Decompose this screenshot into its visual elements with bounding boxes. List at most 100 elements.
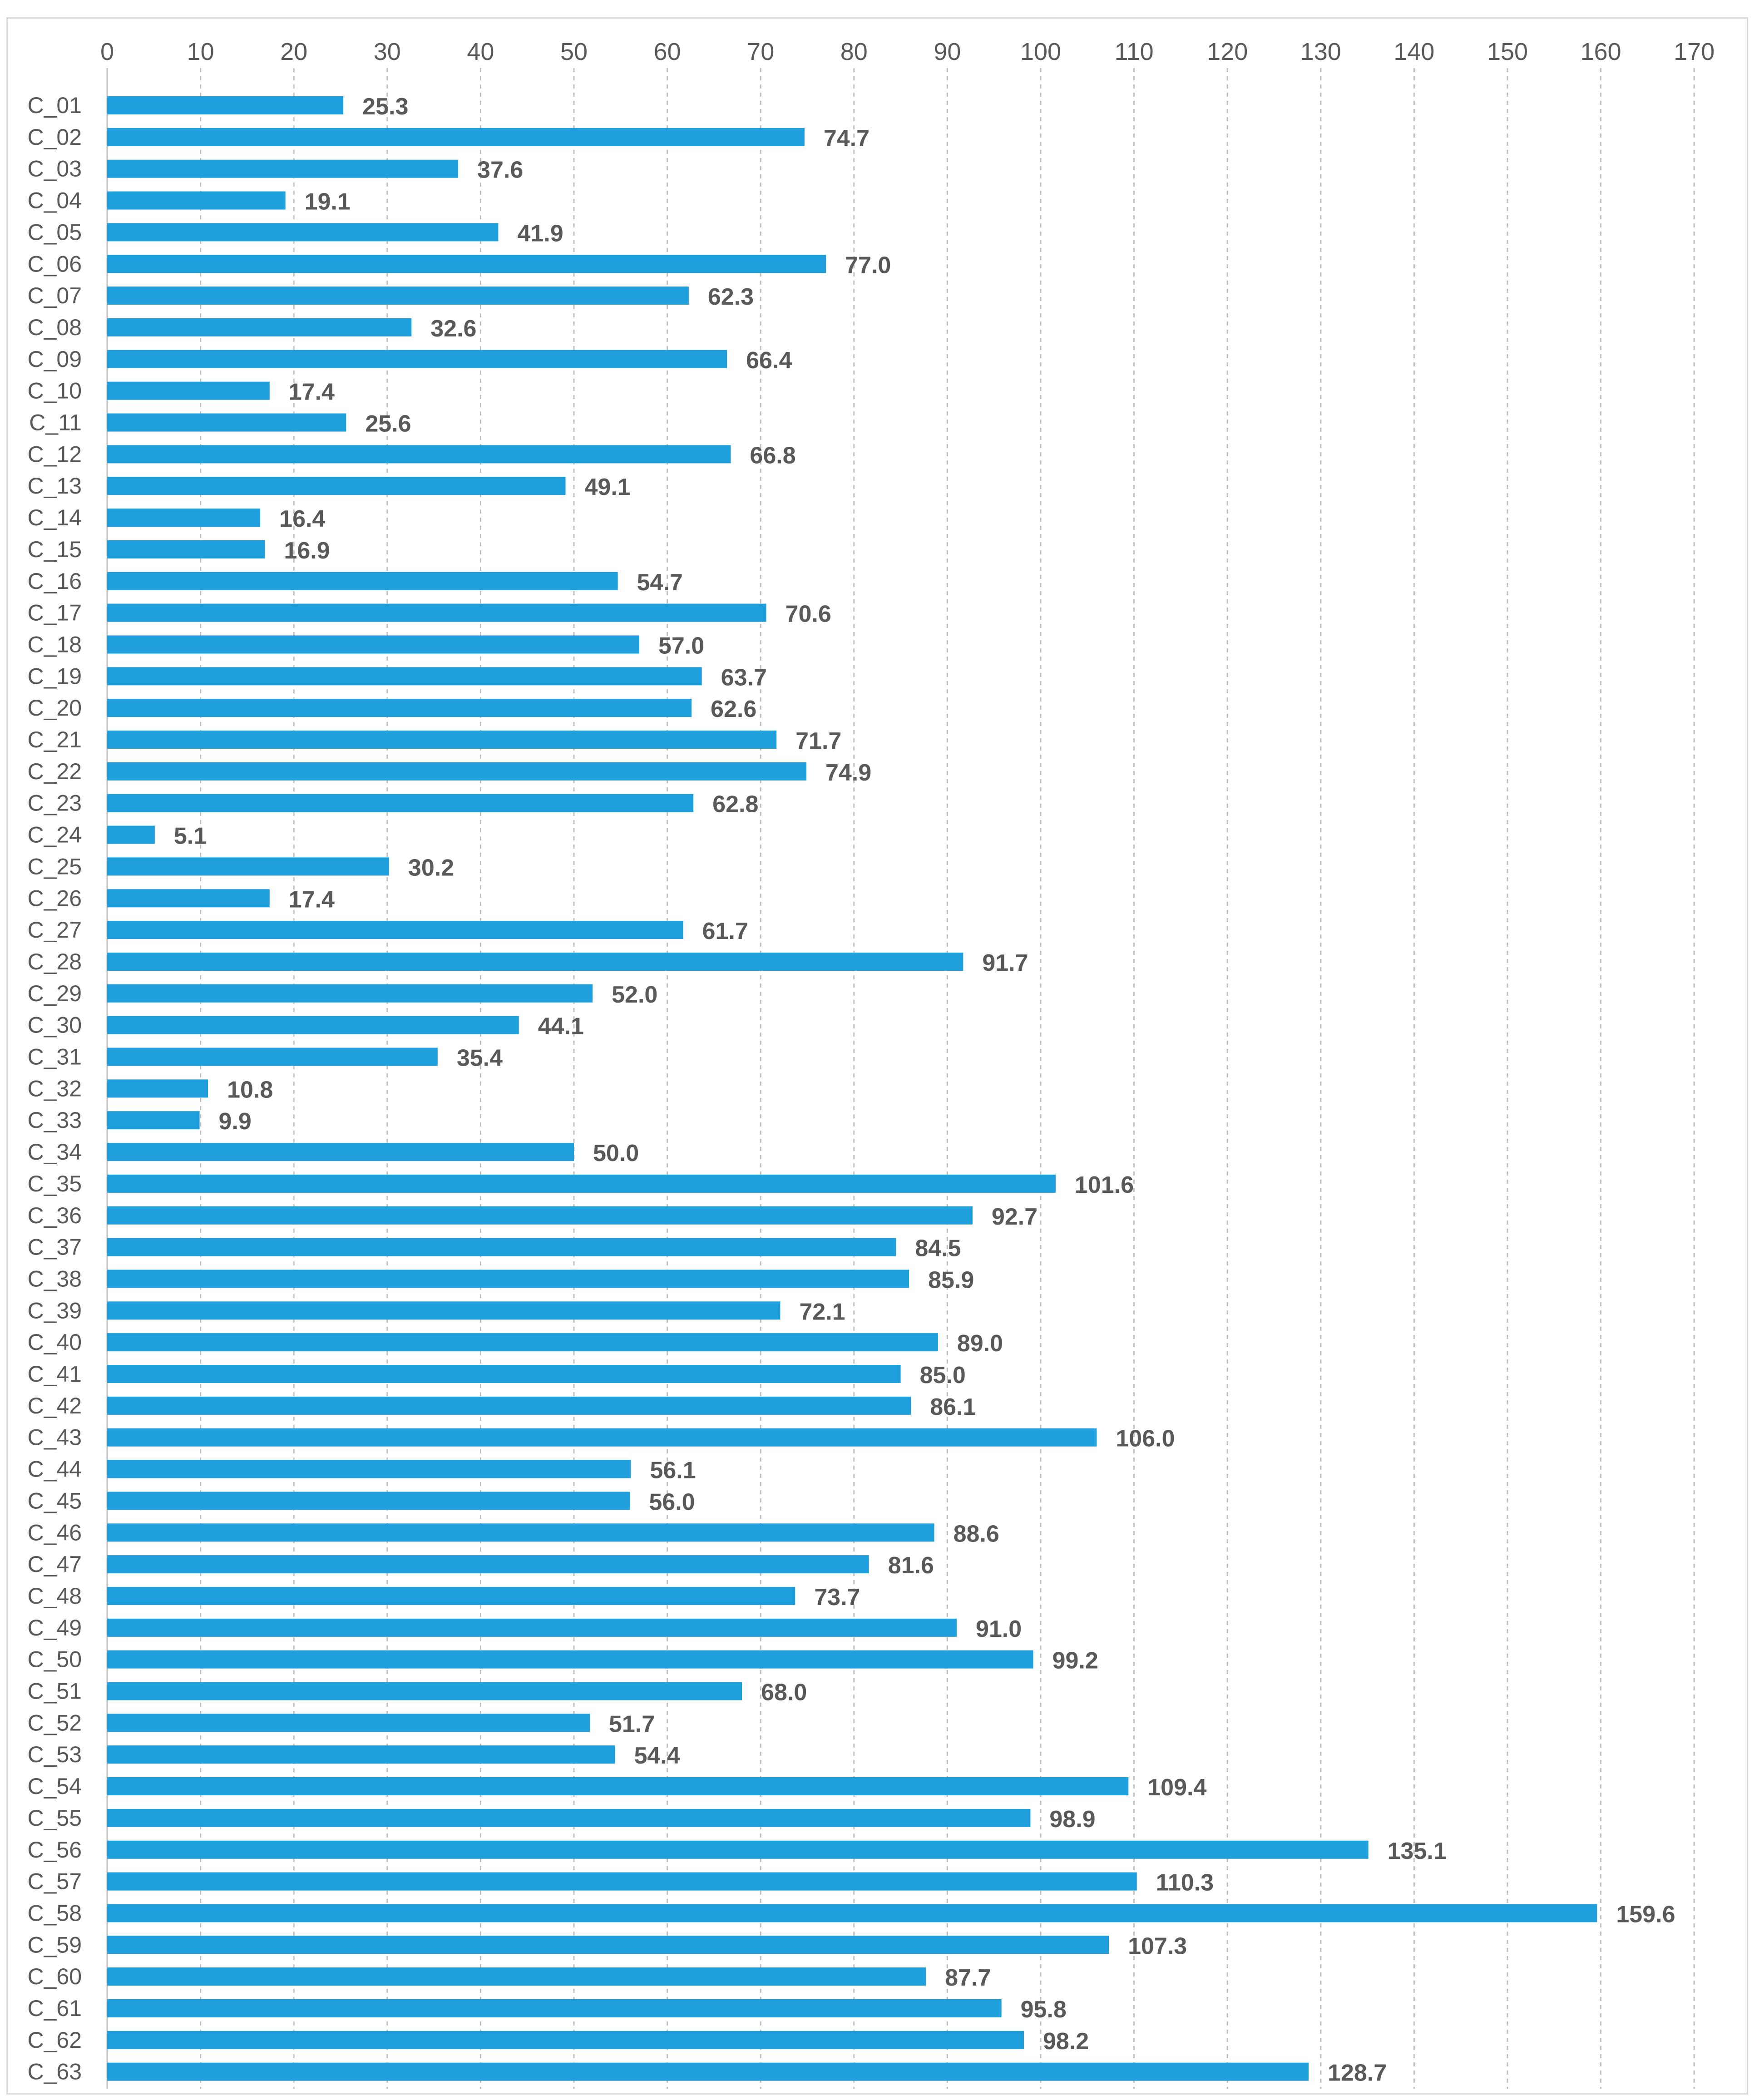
- x-tick-label: 30: [374, 38, 401, 65]
- category-label: C_22: [27, 759, 82, 784]
- x-tick-label: 150: [1487, 38, 1528, 65]
- data-label: 51.7: [609, 1711, 655, 1737]
- data-label: 73.7: [814, 1584, 860, 1611]
- x-tick-label: 160: [1581, 38, 1621, 65]
- bar: [107, 1492, 630, 1510]
- category-label: C_50: [27, 1647, 82, 1672]
- data-label: 66.4: [746, 347, 792, 374]
- x-tick-label: 90: [934, 38, 961, 65]
- category-label: C_01: [27, 93, 82, 118]
- category-label: C_43: [27, 1425, 82, 1450]
- data-label: 50.0: [593, 1140, 639, 1166]
- data-label: 63.7: [721, 664, 767, 691]
- category-label: C_53: [27, 1742, 82, 1767]
- data-label: 25.6: [365, 411, 411, 437]
- data-label: 110.3: [1156, 1870, 1214, 1896]
- bar: [107, 1745, 615, 1764]
- data-label: 91.7: [982, 950, 1028, 976]
- category-label: C_17: [27, 600, 82, 626]
- x-tick-label: 140: [1393, 38, 1434, 65]
- data-label: 54.4: [634, 1743, 680, 1769]
- category-label: C_62: [27, 2027, 82, 2053]
- category-label: C_20: [27, 695, 82, 721]
- data-label: 159.6: [1616, 1901, 1675, 1927]
- data-label: 74.9: [825, 760, 871, 786]
- bar: [107, 889, 270, 908]
- bar: [107, 635, 639, 654]
- category-label: C_21: [27, 727, 82, 752]
- bar: [107, 1840, 1369, 1859]
- category-label: C_57: [27, 1869, 82, 1894]
- x-tick-label: 170: [1674, 38, 1714, 65]
- data-label: 37.6: [477, 157, 523, 183]
- x-tick-label: 20: [280, 38, 307, 65]
- category-label: C_44: [27, 1457, 82, 1482]
- data-label: 92.7: [992, 1204, 1038, 1230]
- bar: [107, 1904, 1597, 1922]
- bar: [107, 794, 694, 812]
- bar: [107, 1016, 519, 1034]
- category-label: C_16: [27, 568, 82, 594]
- category-label: C_51: [27, 1679, 82, 1704]
- bar: [107, 984, 593, 1003]
- category-label: C_27: [27, 917, 82, 943]
- bar: [107, 2031, 1024, 2049]
- data-label: 32.6: [430, 316, 476, 342]
- bar: [107, 1999, 1002, 2017]
- category-label: C_37: [27, 1235, 82, 1260]
- data-label: 68.0: [761, 1680, 807, 1706]
- data-label: 101.6: [1075, 1172, 1134, 1198]
- data-label: 84.5: [915, 1235, 961, 1262]
- category-label: C_54: [27, 1774, 82, 1799]
- bar: [107, 1555, 869, 1574]
- data-label: 85.9: [928, 1267, 974, 1293]
- data-labels: 25.3 74.7 37.6 19.1 41.9 77.0 62.3 32.6 66.4 17.4…: [174, 94, 1675, 2086]
- data-label: 62.8: [712, 791, 758, 818]
- bar: [107, 1618, 957, 1637]
- bar: [107, 1460, 631, 1478]
- bar: [107, 1301, 781, 1320]
- x-tick-label: 40: [467, 38, 494, 65]
- bar: [107, 1048, 438, 1066]
- data-label: 87.7: [945, 1965, 991, 1991]
- bar: [107, 159, 459, 178]
- data-label: 71.7: [795, 728, 841, 754]
- category-label: C_23: [27, 791, 82, 816]
- data-label: 99.2: [1052, 1648, 1098, 1674]
- bar: [107, 699, 692, 717]
- x-axis-ticks: 0 10 20 30 40 50 60 70 80 90 100 110 120 130 140 150 160…: [100, 38, 1714, 65]
- bar: [107, 413, 346, 432]
- bar: [107, 445, 731, 464]
- bar: [107, 921, 683, 939]
- x-tick-label: 10: [187, 38, 214, 65]
- category-label: C_33: [27, 1107, 82, 1133]
- x-tick-label: 80: [840, 38, 868, 65]
- category-label: C_06: [27, 251, 82, 277]
- x-tick-label: 110: [1115, 38, 1154, 65]
- bar: [107, 1143, 574, 1161]
- data-label: 17.4: [289, 886, 335, 913]
- data-label: 19.1: [305, 189, 351, 215]
- category-label: C_48: [27, 1583, 82, 1609]
- category-label: C_24: [27, 822, 82, 848]
- data-label: 81.6: [888, 1552, 934, 1579]
- data-label: 98.9: [1049, 1806, 1095, 1833]
- category-label: C_11: [29, 410, 82, 435]
- category-label: C_12: [27, 441, 82, 467]
- category-label: C_14: [27, 505, 82, 530]
- x-tick-label: 0: [100, 38, 114, 65]
- data-label: 56.1: [650, 1458, 696, 1484]
- data-label: 98.2: [1043, 2028, 1089, 2055]
- data-label: 35.4: [457, 1045, 503, 1072]
- category-label: C_29: [27, 981, 82, 1006]
- bar: [107, 1365, 901, 1383]
- category-label: C_19: [27, 663, 82, 689]
- x-tick-label: 120: [1207, 38, 1248, 65]
- bar: [107, 191, 286, 210]
- x-tick-label: 70: [747, 38, 774, 65]
- data-label: 106.0: [1116, 1426, 1175, 1452]
- category-label: C_49: [27, 1615, 82, 1640]
- bar: [107, 381, 270, 400]
- category-label: C_32: [27, 1076, 82, 1101]
